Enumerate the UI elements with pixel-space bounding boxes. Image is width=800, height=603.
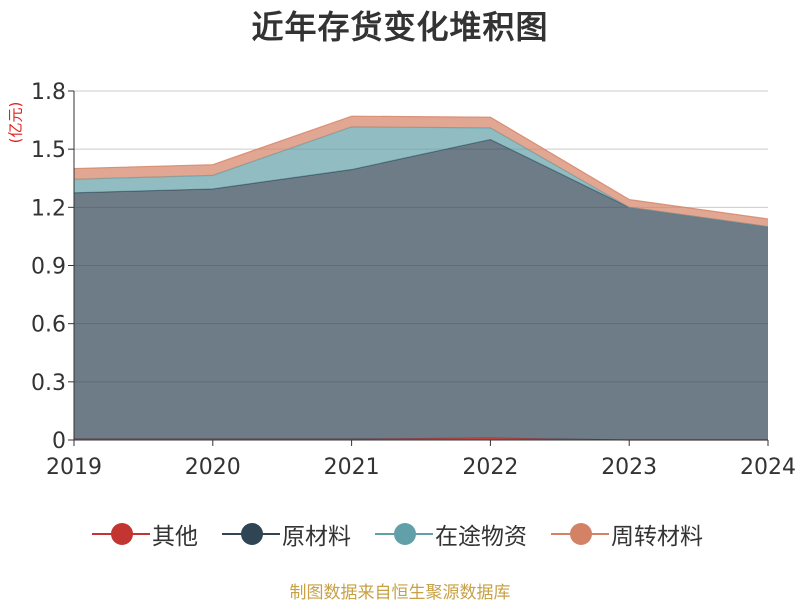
legend-marker-other	[92, 514, 150, 554]
y-tick-label: 0.3	[31, 371, 66, 396]
y-tick-label: 0.9	[31, 255, 66, 280]
legend-label-turnover-materials: 周转材料	[611, 524, 703, 550]
x-tick-label: 2021	[324, 455, 380, 480]
series-line-3	[73, 115, 769, 220]
x-tick-label: 2019	[46, 455, 102, 480]
data-source-note: 制图数据来自恒生聚源数据库	[289, 583, 511, 603]
area-series-3	[74, 116, 768, 227]
legend-marker-in-transit	[375, 514, 433, 554]
x-tick-label: 2023	[601, 455, 657, 480]
x-tick-label: 2024	[740, 455, 796, 480]
legend-item-other[interactable]: 其他	[92, 512, 198, 556]
legend-item-in-transit[interactable]: 在途物资	[375, 512, 527, 556]
chart-title: 近年存货变化堆积图	[251, 8, 549, 46]
x-tick-label: 2020	[185, 455, 241, 480]
legend-item-turnover-materials[interactable]: 周转材料	[551, 512, 703, 556]
y-tick-label: 0.6	[31, 313, 66, 338]
area-series-2	[74, 126, 768, 227]
x-tick-label: 2022	[462, 455, 518, 480]
area-series-1	[74, 139, 768, 440]
legend-item-raw-materials[interactable]: 原材料	[222, 512, 351, 556]
y-tick-label: 1.2	[31, 196, 66, 221]
y-tick-label: 1.8	[31, 80, 66, 105]
legend: 其他 原材料 在途物资 周转材料	[0, 512, 800, 556]
legend-marker-raw-materials	[222, 514, 280, 554]
y-tick-label: 1.5	[31, 138, 66, 163]
legend-marker-turnover-materials	[551, 514, 609, 554]
legend-label-other: 其他	[152, 524, 198, 550]
legend-label-raw-materials: 原材料	[282, 524, 351, 550]
legend-label-in-transit: 在途物资	[435, 524, 527, 550]
y-tick-label: 0	[52, 429, 66, 454]
